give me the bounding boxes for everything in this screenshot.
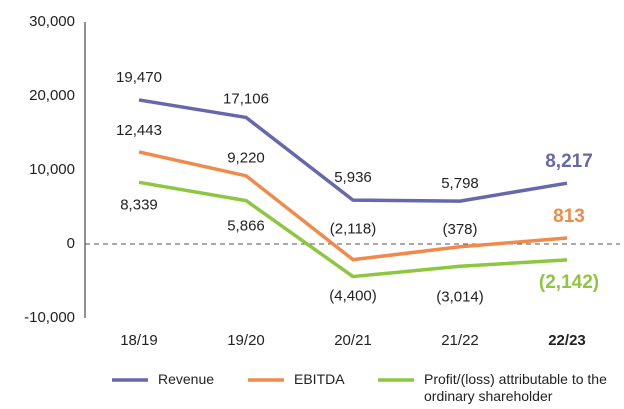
data-label: 9,220 — [227, 150, 265, 167]
series-line — [138, 98, 568, 203]
data-label: 17,106 — [223, 90, 269, 107]
data-label: 5,798 — [441, 175, 479, 192]
data-label: 8,339 — [120, 196, 158, 213]
x-tick-label: 18/19 — [120, 332, 158, 349]
y-tick-label: 30,000 — [29, 13, 75, 30]
data-label: 813 — [553, 206, 585, 227]
data-label: (3,014) — [436, 288, 484, 305]
x-tick-label: 19/20 — [227, 332, 265, 349]
y-tick-label: -10,000 — [24, 309, 75, 326]
data-label: (4,400) — [329, 288, 377, 305]
data-label: 8,217 — [545, 151, 593, 172]
x-tick-label: 21/22 — [441, 332, 479, 349]
data-label: (2,118) — [330, 221, 376, 238]
data-label: (2,142) — [539, 272, 599, 293]
y-tick-label: 10,000 — [29, 161, 75, 178]
series-line — [138, 150, 568, 262]
data-label: (378) — [442, 221, 477, 238]
x-tick-label: 22/23 — [548, 332, 586, 349]
x-tick-label: 20/21 — [334, 332, 372, 349]
data-label: 5,936 — [334, 169, 372, 186]
y-tick-label: 20,000 — [29, 87, 75, 104]
legend-label: Revenue — [158, 371, 215, 387]
data-label: 5,866 — [227, 218, 265, 235]
legend-label: EBITDA — [294, 371, 345, 387]
legend-label: Profit/(loss) attributable to the ordina… — [424, 371, 607, 404]
y-tick-label: 0 — [67, 235, 75, 252]
series-line — [138, 180, 568, 279]
data-label: 19,470 — [116, 69, 162, 86]
data-label: 12,443 — [116, 122, 162, 139]
